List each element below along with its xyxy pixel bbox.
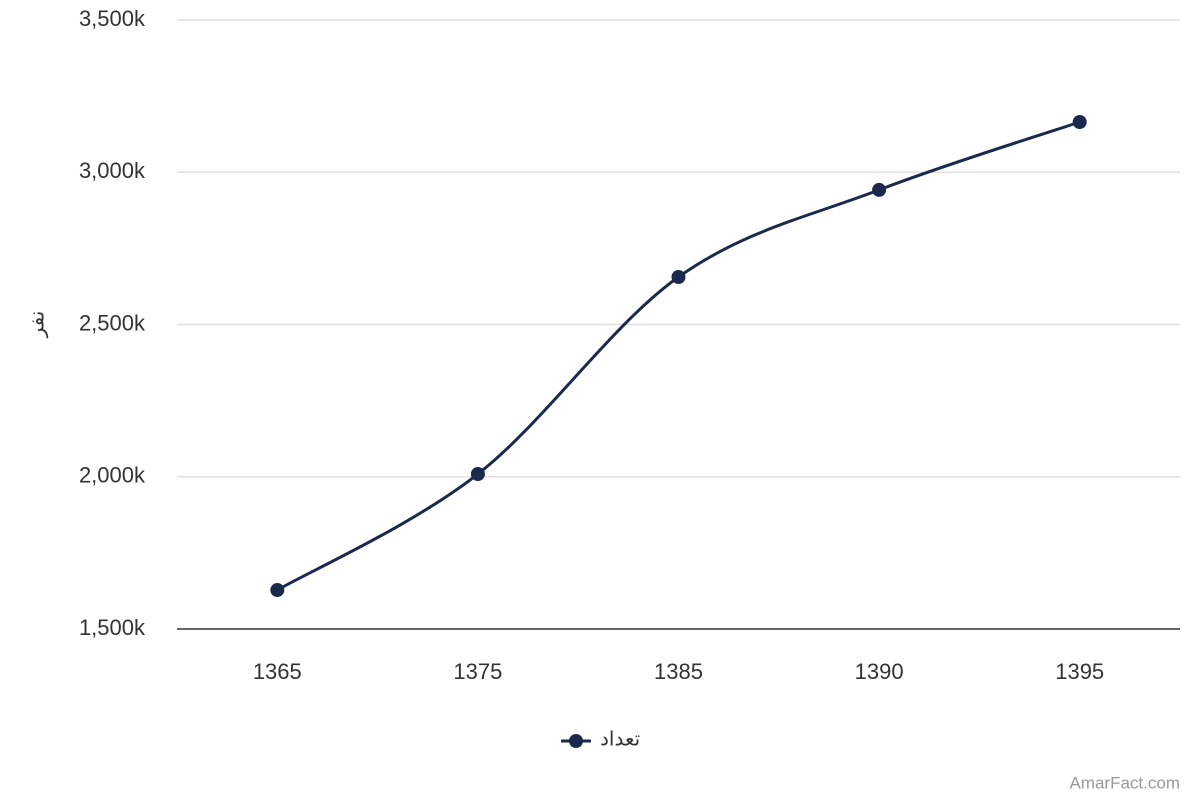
legend-label: تعداد <box>600 728 640 750</box>
x-tick-label: 1385 <box>654 659 703 684</box>
x-tick-label: 1395 <box>1055 659 1104 684</box>
legend-marker <box>569 734 583 748</box>
x-tick-label: 1390 <box>855 659 904 684</box>
x-tick-label: 1365 <box>253 659 302 684</box>
credit[interactable]: AmarFact.com <box>1069 773 1180 792</box>
point <box>671 269 686 284</box>
y-axis-title: نفر <box>26 311 48 339</box>
point <box>270 583 285 598</box>
line <box>276 120 1081 592</box>
x-tick-label: 1375 <box>453 659 502 684</box>
y-tick-label: 1,500k <box>79 615 146 640</box>
point <box>872 182 887 197</box>
y-tick-label: 3,500k <box>79 6 146 31</box>
point <box>1072 115 1087 130</box>
y-tick-label: 3,000k <box>79 158 146 183</box>
y-tick-label: 2,500k <box>79 310 146 335</box>
y-tick-label: 2,000k <box>79 463 146 488</box>
point <box>470 467 485 482</box>
